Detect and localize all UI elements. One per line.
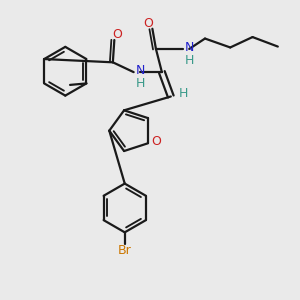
Text: O: O: [143, 17, 153, 30]
Text: O: O: [112, 28, 122, 41]
Text: H: H: [185, 54, 194, 67]
Text: Br: Br: [118, 244, 132, 257]
Text: O: O: [152, 135, 161, 148]
Text: H: H: [136, 77, 146, 90]
Text: N: N: [136, 64, 146, 77]
Text: H: H: [178, 87, 188, 100]
Text: N: N: [185, 41, 194, 54]
